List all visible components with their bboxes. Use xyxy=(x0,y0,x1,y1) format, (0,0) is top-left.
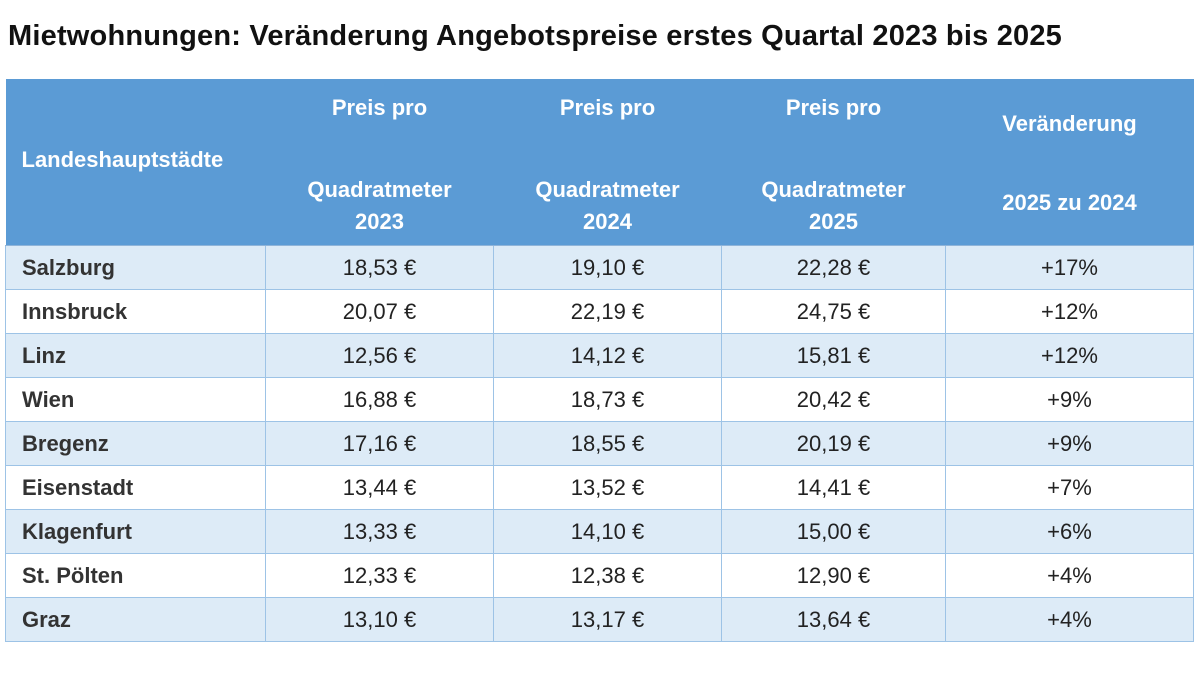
table-header-row: Landeshauptstädte Preis pro Quadratmeter… xyxy=(5,79,1194,246)
header-price-2023: Preis pro Quadratmeter 2023 xyxy=(265,79,494,246)
cell-price-2023: 18,53 € xyxy=(265,245,494,290)
table-row: Graz 13,10 €13,17 €13,64 € +4% xyxy=(5,597,1194,642)
cell-city: Eisenstadt xyxy=(5,465,266,510)
cell-city: Klagenfurt xyxy=(5,509,266,554)
cell-change: +4% xyxy=(945,597,1194,642)
cell-change: +12% xyxy=(945,289,1194,334)
cell-change: +9% xyxy=(945,377,1194,422)
cell-price-2025: 13,64 € xyxy=(721,597,946,642)
cell-price-2024: 14,10 € xyxy=(493,509,722,554)
cell-price-2023: 13,33 € xyxy=(265,509,494,554)
cell-city: St. Pölten xyxy=(5,553,266,598)
table-body: Salzburg 18,53 €19,10 €22,28 € +17% Innsbru… xyxy=(5,245,1194,642)
cell-price-2025: 12,90 € xyxy=(721,553,946,598)
cell-price-2024: 22,19 € xyxy=(493,289,722,334)
cell-price-2023: 17,16 € xyxy=(265,421,494,466)
cell-price-2024: 13,17 € xyxy=(493,597,722,642)
header-price-2024: Preis pro Quadratmeter 2024 xyxy=(493,79,722,246)
header-change: Veränderung 2025 zu 2024 xyxy=(945,79,1194,246)
cell-city: Bregenz xyxy=(5,421,266,466)
cell-price-2024: 18,55 € xyxy=(493,421,722,466)
cell-price-2025: 15,00 € xyxy=(721,509,946,554)
cell-price-2025: 24,75 € xyxy=(721,289,946,334)
cell-price-2023: 20,07 € xyxy=(265,289,494,334)
cell-price-2023: 13,10 € xyxy=(265,597,494,642)
cell-price-2025: 20,42 € xyxy=(721,377,946,422)
cell-city: Wien xyxy=(5,377,266,422)
table-row: Eisenstadt 13,44 €13,52 €14,41 € +7% xyxy=(5,465,1194,510)
cell-city: Graz xyxy=(5,597,266,642)
header-price-2024-line3: 2024 xyxy=(583,209,632,234)
cell-change: +9% xyxy=(945,421,1194,466)
cell-change: +12% xyxy=(945,333,1194,378)
price-table: Landeshauptstädte Preis pro Quadratmeter… xyxy=(5,79,1194,642)
cell-price-2024: 19,10 € xyxy=(493,245,722,290)
table-row: Salzburg 18,53 €19,10 €22,28 € +17% xyxy=(5,245,1194,290)
header-change-line2: 2025 zu 2024 xyxy=(1002,190,1137,215)
header-price-2025-line3: 2025 xyxy=(809,209,858,234)
cell-change: +6% xyxy=(945,509,1194,554)
cell-change: +4% xyxy=(945,553,1194,598)
header-price-2024-line1: Preis pro xyxy=(559,95,656,120)
cell-city: Innsbruck xyxy=(5,289,266,334)
cell-change: +17% xyxy=(945,245,1194,290)
header-price-2023-line1: Preis pro xyxy=(331,95,428,120)
cell-price-2025: 22,28 € xyxy=(721,245,946,290)
table-row: Innsbruck 20,07 €22,19 €24,75 € +12% xyxy=(5,289,1194,334)
cell-city: Salzburg xyxy=(5,245,266,290)
cell-change: +7% xyxy=(945,465,1194,510)
cell-price-2024: 18,73 € xyxy=(493,377,722,422)
header-price-2025-line2: Quadratmeter xyxy=(761,177,906,202)
table-row: St. Pölten 12,33 €12,38 €12,90 € +4% xyxy=(5,553,1194,598)
cell-price-2023: 16,88 € xyxy=(265,377,494,422)
header-price-2025-line1: Preis pro xyxy=(785,95,882,120)
header-price-2024-line2: Quadratmeter xyxy=(535,177,680,202)
header-city: Landeshauptstädte xyxy=(5,79,266,246)
cell-price-2024: 12,38 € xyxy=(493,553,722,598)
header-price-2023-line2: Quadratmeter xyxy=(307,177,452,202)
cell-price-2025: 15,81 € xyxy=(721,333,946,378)
cell-price-2024: 14,12 € xyxy=(493,333,722,378)
header-price-2025: Preis pro Quadratmeter 2025 xyxy=(721,79,946,246)
cell-price-2023: 13,44 € xyxy=(265,465,494,510)
cell-price-2023: 12,33 € xyxy=(265,553,494,598)
cell-price-2024: 13,52 € xyxy=(493,465,722,510)
cell-city: Linz xyxy=(5,333,266,378)
header-change-line1: Veränderung xyxy=(1002,111,1137,136)
table-row: Klagenfurt 13,33 €14,10 €15,00 € +6% xyxy=(5,509,1194,554)
table-row: Bregenz 17,16 €18,55 €20,19 € +9% xyxy=(5,421,1194,466)
cell-price-2025: 14,41 € xyxy=(721,465,946,510)
table-row: Linz 12,56 €14,12 €15,81 € +12% xyxy=(5,333,1194,378)
cell-price-2023: 12,56 € xyxy=(265,333,494,378)
cell-price-2025: 20,19 € xyxy=(721,421,946,466)
table-row: Wien 16,88 €18,73 €20,42 € +9% xyxy=(5,377,1194,422)
header-price-2023-line3: 2023 xyxy=(355,209,404,234)
page-title: Mietwohnungen: Veränderung Angebotspreis… xyxy=(8,20,1063,52)
